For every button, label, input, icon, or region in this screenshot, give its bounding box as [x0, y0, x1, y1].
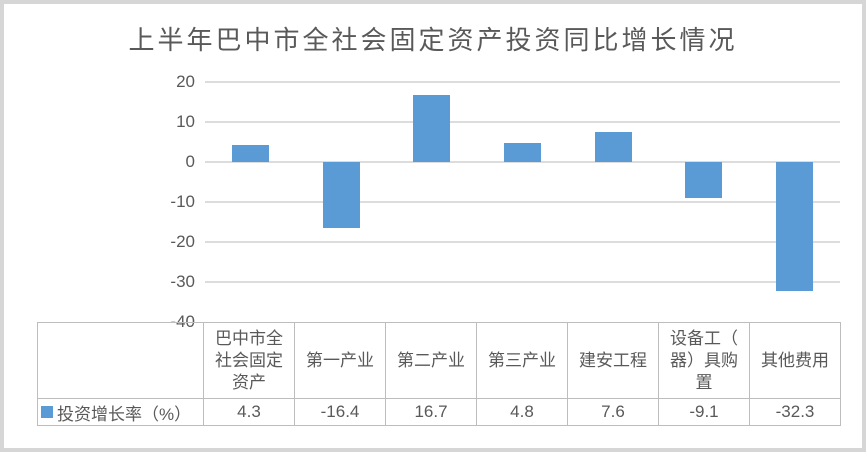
bar-4: [504, 143, 541, 162]
table-corner-spacer: [37, 322, 204, 399]
bar-2: [323, 162, 360, 228]
category-header-cell: 第三产业: [476, 322, 568, 399]
data-table: 巴中市全 社会固定 资产 第一产业 第二产业 第三产业 建安工程 设备工（ 器）具购 置其…: [37, 322, 841, 426]
gridline: [205, 241, 840, 243]
category-header-cell: 巴中市全 社会固定 资产: [203, 322, 295, 399]
category-header-cell: 第一产业: [294, 322, 386, 399]
gridline: [205, 161, 840, 163]
value-cell: 7.6: [567, 398, 659, 426]
value-cell: 16.7: [385, 398, 477, 426]
bar-7: [776, 162, 813, 291]
gridline: [205, 201, 840, 203]
value-cell: 4.3: [203, 398, 295, 426]
value-cell: -16.4: [294, 398, 386, 426]
category-header-cell: 设备工（ 器）具购 置: [658, 322, 750, 399]
gridline: [205, 281, 840, 283]
bar-1: [232, 145, 269, 162]
value-cell: -32.3: [749, 398, 841, 426]
legend-label: 投资增长率（%）: [57, 404, 192, 424]
bar-5: [595, 132, 632, 162]
y-axis-tick-label: 0: [185, 152, 195, 171]
category-header-cell: 建安工程: [567, 322, 659, 399]
category-header-cell: 第二产业: [385, 322, 477, 399]
y-axis-tick-label: 20: [176, 72, 195, 91]
category-header-cell: 其他费用: [749, 322, 841, 399]
legend-key: 投资增长率（%）: [39, 400, 203, 425]
chart-title: 上半年巴中市全社会固定资产投资同比增长情况: [128, 25, 738, 55]
legend-cell: 投资增长率（%）: [37, 398, 204, 426]
gridline: [205, 121, 840, 123]
y-axis-tick-label: -10: [170, 192, 195, 211]
bar-3: [413, 95, 450, 162]
value-cell: -9.1: [658, 398, 750, 426]
series-swatch-icon: [41, 406, 53, 418]
gridline: [205, 81, 840, 83]
y-axis-tick-label: -30: [170, 272, 195, 291]
value-cell: 4.8: [476, 398, 568, 426]
y-axis-tick-label: -20: [170, 232, 195, 251]
y-axis-tick-label: 10: [176, 112, 195, 131]
bar-6: [685, 162, 722, 198]
